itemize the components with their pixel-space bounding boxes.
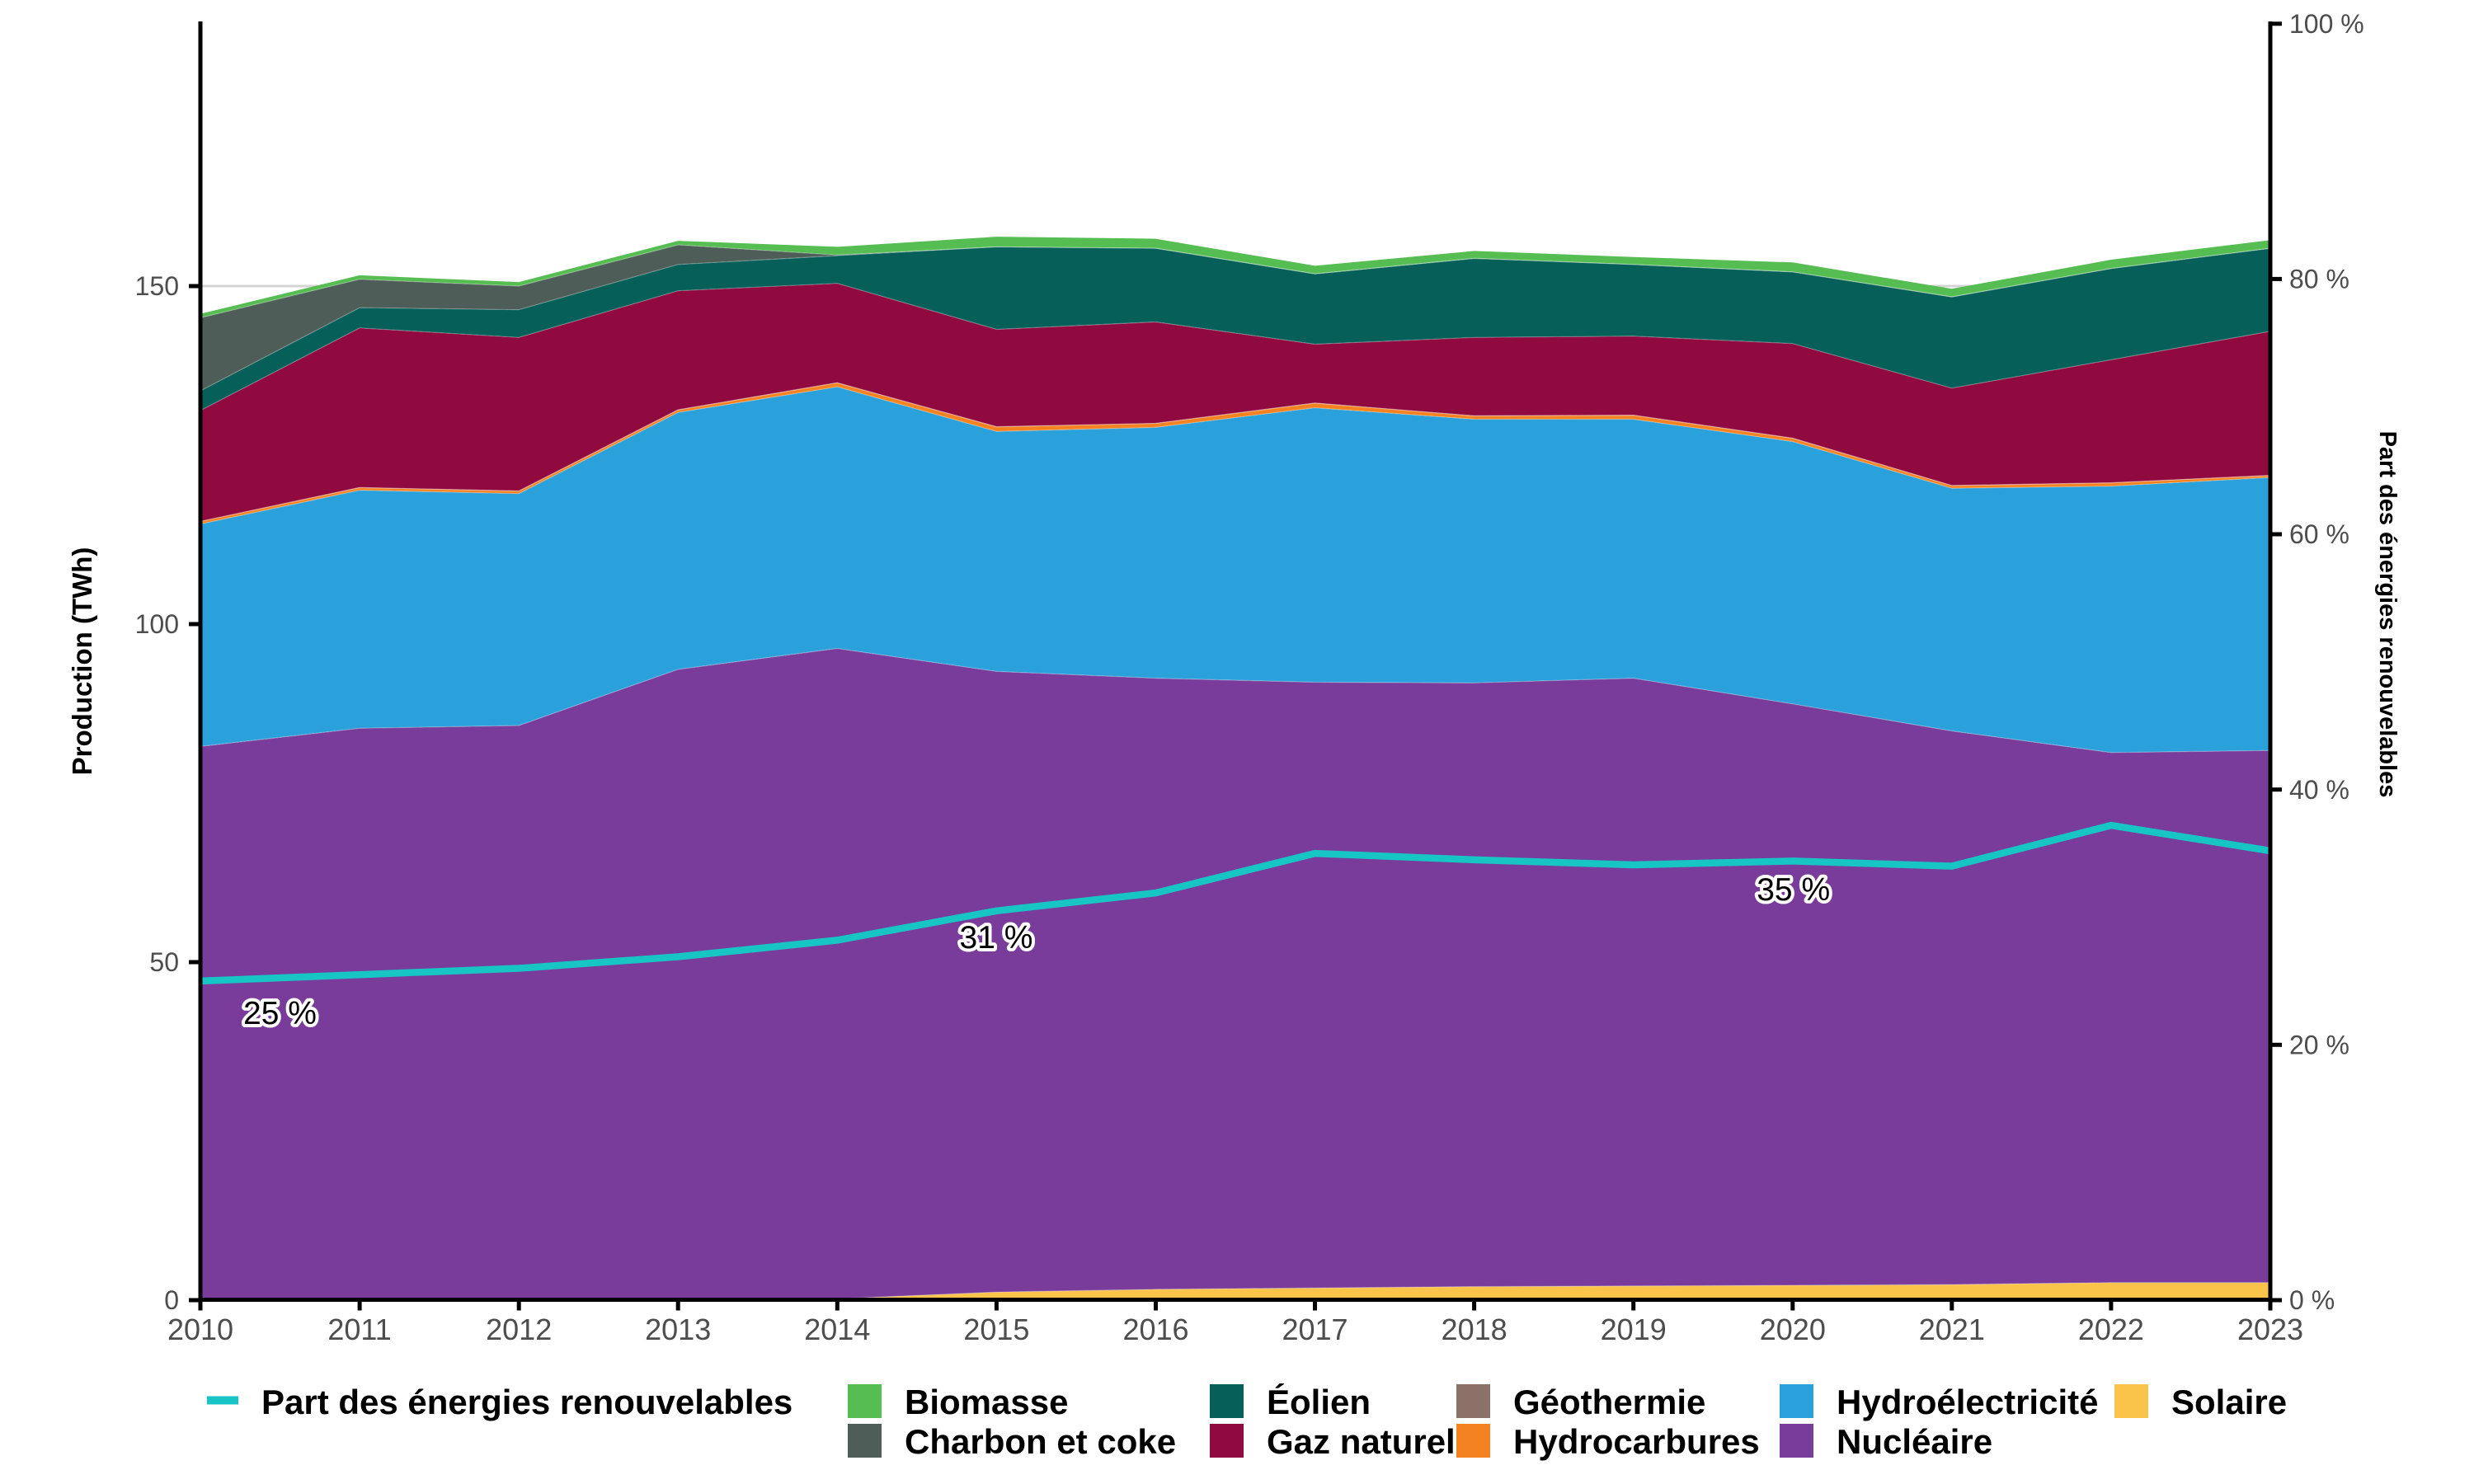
svg-text:2010: 2010 [167,1313,233,1346]
svg-text:Solaire: Solaire [2171,1383,2287,1421]
svg-text:2013: 2013 [645,1313,711,1346]
svg-text:2017: 2017 [1282,1313,1348,1346]
svg-text:2020: 2020 [1760,1313,1826,1346]
svg-text:2019: 2019 [1601,1313,1667,1346]
svg-text:150: 150 [135,271,179,301]
svg-text:60 %: 60 % [2289,519,2349,549]
svg-text:Part des énergies renouvelable: Part des énergies renouvelables [261,1383,793,1421]
svg-text:40 %: 40 % [2289,775,2349,805]
svg-text:20 %: 20 % [2289,1031,2349,1060]
svg-text:Éolien: Éolien [1267,1383,1371,1421]
svg-text:2021: 2021 [1919,1313,1985,1346]
svg-text:50: 50 [149,947,179,977]
svg-text:Part des énergies renouvelable: Part des énergies renouvelables [2374,431,2401,798]
svg-text:25 %: 25 % [243,996,317,1031]
svg-text:Production (TWh): Production (TWh) [67,547,97,776]
svg-text:2022: 2022 [2078,1313,2144,1346]
svg-text:Hydrocarbures: Hydrocarbures [1513,1422,1760,1461]
svg-text:31 %: 31 % [960,920,1033,956]
svg-text:100 %: 100 % [2289,9,2364,39]
svg-text:100: 100 [135,609,179,639]
svg-text:Gaz naturel: Gaz naturel [1267,1422,1456,1461]
svg-text:Hydroélectricité: Hydroélectricité [1837,1383,2098,1421]
svg-text:0 %: 0 % [2289,1285,2335,1315]
svg-text:Charbon et coke: Charbon et coke [905,1422,1176,1461]
svg-text:2014: 2014 [804,1313,870,1346]
svg-text:Biomasse: Biomasse [905,1383,1068,1421]
svg-text:35 %: 35 % [1757,872,1830,908]
svg-text:2012: 2012 [486,1313,552,1346]
svg-text:Géothermie: Géothermie [1513,1383,1705,1421]
svg-text:80 %: 80 % [2289,265,2349,294]
svg-text:2015: 2015 [963,1313,1029,1346]
svg-text:0: 0 [164,1285,179,1315]
svg-text:2023: 2023 [2237,1313,2303,1346]
svg-text:2016: 2016 [1122,1313,1188,1346]
svg-text:2018: 2018 [1442,1313,1507,1346]
svg-text:2011: 2011 [327,1313,391,1346]
svg-text:Nucléaire: Nucléaire [1837,1422,1992,1461]
